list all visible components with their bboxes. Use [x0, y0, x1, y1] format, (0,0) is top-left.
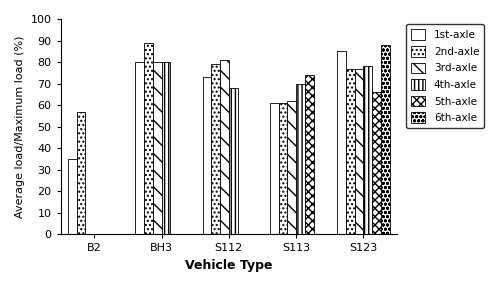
- Bar: [372, 92, 381, 234]
- Bar: [381, 45, 390, 234]
- Bar: [346, 69, 354, 234]
- Bar: [144, 43, 153, 234]
- Bar: [296, 84, 305, 234]
- Bar: [76, 112, 86, 234]
- Bar: [337, 51, 346, 234]
- Bar: [270, 103, 278, 234]
- Bar: [212, 64, 220, 234]
- Bar: [229, 88, 237, 234]
- Bar: [153, 62, 162, 234]
- Bar: [162, 62, 170, 234]
- Bar: [354, 69, 364, 234]
- Bar: [288, 101, 296, 234]
- Bar: [68, 159, 76, 234]
- Bar: [202, 77, 211, 234]
- X-axis label: Vehicle Type: Vehicle Type: [185, 259, 272, 272]
- Bar: [364, 66, 372, 234]
- Y-axis label: Average load/Maximum load (%): Average load/Maximum load (%): [15, 36, 25, 218]
- Bar: [305, 75, 314, 234]
- Bar: [136, 62, 144, 234]
- Bar: [220, 60, 229, 234]
- Legend: 1st-axle, 2nd-axle, 3rd-axle, 4th-axle, 5th-axle, 6th-axle: 1st-axle, 2nd-axle, 3rd-axle, 4th-axle, …: [406, 24, 484, 128]
- Bar: [278, 103, 287, 234]
